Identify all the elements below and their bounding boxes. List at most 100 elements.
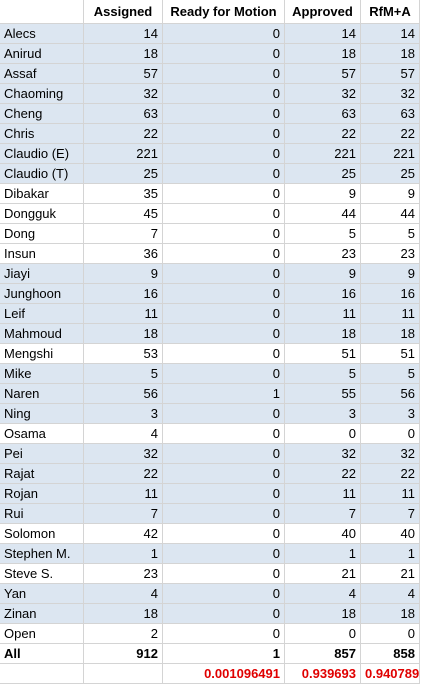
row-name: Yan — [0, 584, 84, 604]
row-value: 14 — [361, 24, 420, 44]
row-name: Ning — [0, 404, 84, 424]
row-value: 22 — [361, 464, 420, 484]
row-name: Dong — [0, 224, 84, 244]
row-value: 0 — [163, 404, 285, 424]
row-value: 0 — [163, 344, 285, 364]
row-name: Open — [0, 624, 84, 644]
row-value: 22 — [285, 124, 361, 144]
row-value: 57 — [84, 64, 163, 84]
row-value: 51 — [361, 344, 420, 364]
row-value: 57 — [361, 64, 420, 84]
row-value: 0 — [163, 284, 285, 304]
row-value: 0 — [163, 504, 285, 524]
row-value: 40 — [285, 524, 361, 544]
row-value: 16 — [285, 284, 361, 304]
row-name: Leif — [0, 304, 84, 324]
row-value: 0 — [163, 544, 285, 564]
row-name: Dongguk — [0, 204, 84, 224]
empty-cell — [0, 664, 84, 684]
row-value: 5 — [285, 224, 361, 244]
empty-cell — [84, 664, 163, 684]
row-value: 0 — [163, 624, 285, 644]
row-value: 5 — [361, 364, 420, 384]
row-value: 11 — [84, 484, 163, 504]
row-value: 221 — [285, 144, 361, 164]
row-value: 11 — [285, 304, 361, 324]
row-value: 0 — [163, 144, 285, 164]
row-value: 0 — [163, 524, 285, 544]
row-name: Mike — [0, 364, 84, 384]
row-name: Claudio (E) — [0, 144, 84, 164]
row-value: 3 — [285, 404, 361, 424]
row-value: 0 — [163, 224, 285, 244]
row-name: Naren — [0, 384, 84, 404]
total-value: 912 — [84, 644, 163, 664]
row-name: Junghoon — [0, 284, 84, 304]
row-value: 0 — [163, 604, 285, 624]
row-value: 56 — [84, 384, 163, 404]
row-value: 0 — [163, 204, 285, 224]
row-value: 42 — [84, 524, 163, 544]
row-value: 22 — [84, 464, 163, 484]
row-value: 11 — [361, 484, 420, 504]
total-value: 1 — [163, 644, 285, 664]
row-value: 16 — [361, 284, 420, 304]
row-name: Solomon — [0, 524, 84, 544]
row-name: Jiayi — [0, 264, 84, 284]
total-value: 858 — [361, 644, 420, 664]
row-value: 32 — [84, 444, 163, 464]
row-name: Mengshi — [0, 344, 84, 364]
row-value: 36 — [84, 244, 163, 264]
row-value: 0 — [163, 164, 285, 184]
row-value: 45 — [84, 204, 163, 224]
row-value: 35 — [84, 184, 163, 204]
row-value: 32 — [84, 84, 163, 104]
row-value: 44 — [285, 204, 361, 224]
row-value: 55 — [285, 384, 361, 404]
row-value: 23 — [84, 564, 163, 584]
row-value: 0 — [163, 304, 285, 324]
row-name: Rui — [0, 504, 84, 524]
row-value: 9 — [285, 264, 361, 284]
row-value: 0 — [163, 564, 285, 584]
row-value: 0 — [285, 624, 361, 644]
row-name: Chris — [0, 124, 84, 144]
row-value: 3 — [84, 404, 163, 424]
row-value: 25 — [84, 164, 163, 184]
row-value: 5 — [285, 364, 361, 384]
row-value: 11 — [285, 484, 361, 504]
row-value: 18 — [361, 324, 420, 344]
header-cell — [0, 0, 84, 24]
row-value: 32 — [285, 444, 361, 464]
row-name: Chaoming — [0, 84, 84, 104]
row-value: 4 — [285, 584, 361, 604]
row-name: Pei — [0, 444, 84, 464]
row-value: 0 — [163, 84, 285, 104]
total-name: All — [0, 644, 84, 664]
row-value: 18 — [285, 324, 361, 344]
row-value: 0 — [285, 424, 361, 444]
row-value: 0 — [361, 624, 420, 644]
row-value: 4 — [84, 584, 163, 604]
row-value: 0 — [163, 64, 285, 84]
row-value: 56 — [361, 384, 420, 404]
row-value: 3 — [361, 404, 420, 424]
header-cell: Approved — [285, 0, 361, 24]
row-value: 63 — [361, 104, 420, 124]
row-value: 9 — [285, 184, 361, 204]
row-name: Steve S. — [0, 564, 84, 584]
row-value: 18 — [84, 324, 163, 344]
row-value: 221 — [84, 144, 163, 164]
row-name: Claudio (T) — [0, 164, 84, 184]
ratio-value: 0.939693 — [285, 664, 361, 684]
row-value: 57 — [285, 64, 361, 84]
row-value: 1 — [84, 544, 163, 564]
row-value: 21 — [361, 564, 420, 584]
row-value: 7 — [84, 504, 163, 524]
row-value: 44 — [361, 204, 420, 224]
header-cell: RfM+A — [361, 0, 420, 24]
row-value: 221 — [361, 144, 420, 164]
row-value: 1 — [163, 384, 285, 404]
row-value: 1 — [361, 544, 420, 564]
row-value: 0 — [163, 24, 285, 44]
